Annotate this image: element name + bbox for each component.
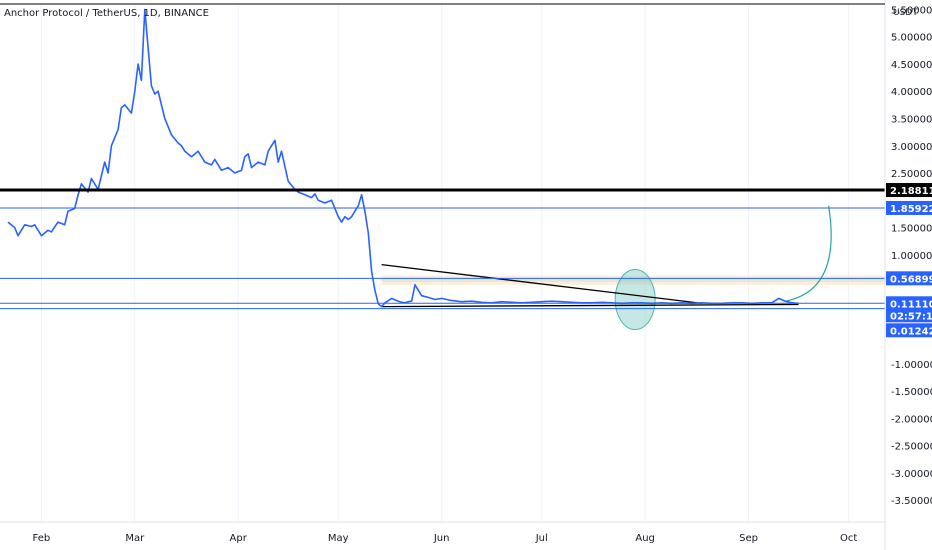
support-line (381, 303, 799, 308)
y-tick-label: 2.50000 (891, 169, 932, 180)
y-tick-label: -1.50000 (891, 387, 932, 398)
x-tick-label: Oct (840, 533, 857, 544)
level-badge-label: 0.01242 (890, 326, 932, 337)
x-tick-label: Aug (635, 533, 655, 544)
resistance-zone-inner (381, 278, 885, 282)
y-tick-label: -1.00000 (891, 360, 932, 371)
y-tick-label: 5.00000 (891, 33, 932, 44)
y-tick-label: 5.50000 (891, 5, 932, 16)
price-axis[interactable]: 5.50000 5.00000 4.50000 4.00000 3.50000 3.000… (891, 5, 932, 507)
x-tick-label: Jun (433, 533, 450, 544)
level-badge-label: 0.56899 (890, 274, 932, 285)
y-tick-label: -2.00000 (891, 414, 932, 425)
level-badge (886, 323, 932, 338)
y-tick-label: 1.00000 (891, 251, 932, 262)
x-tick-label: Mar (125, 533, 145, 544)
time-axis[interactable]: Feb Mar Apr May Jun Jul Aug Sep Oct (32, 533, 857, 544)
descending-trend-line (381, 263, 702, 304)
x-tick-label: Feb (32, 533, 50, 544)
level-badge (886, 200, 932, 215)
level-badge (886, 271, 932, 286)
countdown-label: 02:57:15 (890, 311, 932, 322)
y-tick-label: -3.50000 (891, 496, 932, 507)
drawings (381, 205, 885, 331)
price-line (7, 8, 799, 308)
level-badge (886, 296, 932, 323)
level-badge-label: 2.18811 (890, 186, 932, 197)
level-badge-label: 1.85922 (890, 204, 932, 215)
x-tick-label: Sep (739, 533, 758, 544)
x-tick-label: May (328, 533, 349, 544)
price-unit: USDT (893, 8, 918, 18)
highlight-ellipse (614, 269, 656, 331)
projection-curve (785, 205, 832, 302)
x-tick-label: Apr (230, 533, 248, 544)
level-badge (886, 183, 932, 198)
x-tick-label: Jul (535, 533, 548, 544)
level-badge-label: 0.11110 (890, 299, 932, 310)
y-tick-label: 4.50000 (891, 60, 932, 71)
y-tick-label: 3.00000 (891, 142, 932, 153)
price-series (7, 8, 799, 308)
y-tick-label: -3.00000 (891, 469, 932, 480)
grid (40, 4, 850, 522)
y-tick-label: 1.50000 (891, 224, 932, 235)
y-tick-label: -2.50000 (891, 442, 932, 453)
horizontal-levels (0, 188, 885, 310)
y-tick-label: 3.50000 (891, 115, 932, 126)
y-tick-label: 4.00000 (891, 87, 932, 98)
chart-title: Anchor Protocol / TetherUS, 1D, BINANCE (4, 8, 209, 19)
